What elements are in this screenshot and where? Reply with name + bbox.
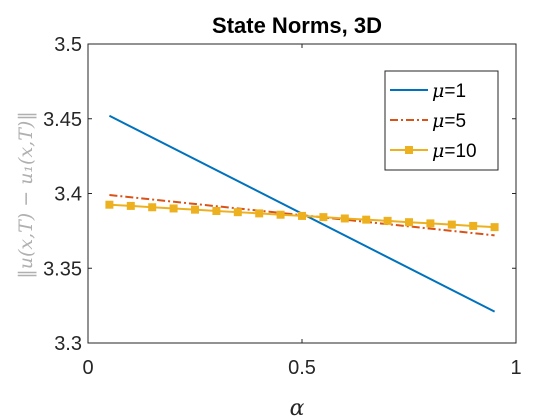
y-tick-label: 3.4 (54, 184, 82, 206)
legend-label: μ=5 (432, 110, 466, 132)
legend-mu-symbol: μ (432, 110, 444, 132)
x-tick-label: 0 (82, 357, 93, 379)
y-tick-label: 3.35 (43, 258, 82, 280)
y-tick-label: 3.5 (54, 34, 82, 56)
legend-value: =1 (444, 81, 466, 102)
series-point (148, 203, 157, 212)
legend-marker (405, 146, 413, 154)
series-point (105, 200, 114, 209)
series-point (362, 215, 371, 224)
series-point (405, 218, 413, 227)
legend-value: =5 (444, 111, 466, 132)
series-point (169, 204, 178, 213)
y-tick-label: 3.3 (54, 333, 82, 355)
series-point (447, 220, 456, 229)
series-point (383, 216, 392, 225)
series-point (212, 206, 221, 215)
series-point (319, 213, 328, 222)
series-point (255, 209, 264, 218)
x-axis-label: α (290, 396, 305, 420)
chart-title: State Norms, 3D (212, 13, 382, 38)
legend-label: μ=10 (432, 140, 477, 162)
series-point (126, 201, 135, 210)
series-point (276, 210, 285, 219)
series-point (298, 211, 306, 220)
series-point (426, 219, 435, 228)
x-tick-label: 0.5 (288, 357, 316, 379)
series-point (233, 208, 242, 217)
legend-label: μ=1 (432, 80, 466, 102)
series-point (469, 221, 478, 230)
y-axis-label: ‖u(x,T) − u₁(x,T)‖ (15, 111, 37, 279)
legend-box (384, 70, 499, 171)
series-point (490, 223, 499, 232)
x-tick-label: 1 (510, 357, 521, 379)
series-point (340, 214, 349, 223)
legend-mu-symbol: μ (432, 140, 444, 162)
legend-mu-symbol: μ (432, 80, 444, 102)
y-tick-label: 3.45 (43, 109, 82, 131)
legend-value: =10 (444, 141, 476, 162)
series-point (191, 205, 199, 214)
